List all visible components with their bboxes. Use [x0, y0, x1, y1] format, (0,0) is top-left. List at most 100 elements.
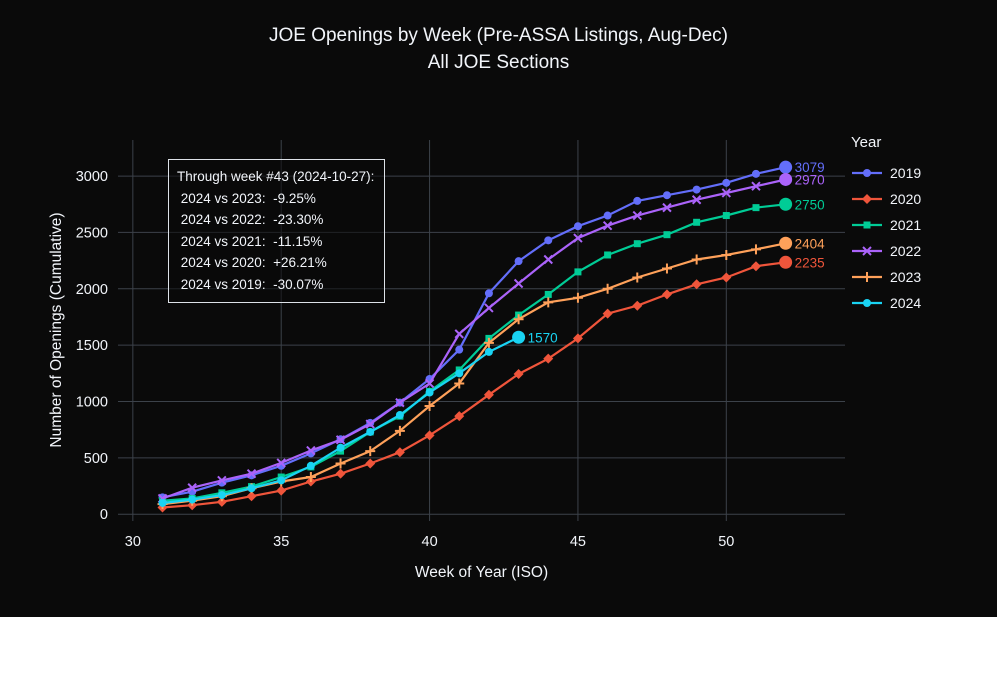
end-label-2023: 2404: [795, 236, 826, 251]
marker-2021: [604, 251, 612, 259]
marker-2020: [513, 369, 524, 380]
marker-2024: [306, 461, 315, 470]
marker-2023: [661, 263, 672, 274]
marker-2024: [395, 411, 404, 420]
legend-label: 2024: [890, 295, 922, 311]
legend-swatch-2024: [852, 299, 882, 307]
y-tick-label: 2000: [76, 282, 108, 298]
end-marker-2021: [779, 197, 793, 211]
series-line-2021: [162, 203, 786, 502]
marker-2021: [722, 212, 730, 220]
marker-2020: [246, 491, 257, 502]
marker-2019: [662, 191, 671, 200]
plot-area[interactable]: 30 35 40 45 50050010001500200025003000307922…: [0, 0, 997, 617]
end-marker-2020: [779, 255, 793, 269]
legend-label: 2021: [890, 217, 922, 233]
marker-2023: [454, 378, 465, 389]
marker-2022: [395, 397, 405, 408]
legend-swatch-2020: [852, 194, 882, 204]
marker-2019: [633, 196, 642, 205]
end-label-2021: 2750: [795, 197, 825, 212]
legend-label: 2020: [890, 191, 922, 207]
y-tick-label: 1500: [76, 338, 108, 354]
marker-2020: [691, 279, 702, 290]
marker-2023: [483, 337, 494, 348]
marker-2020: [365, 458, 376, 469]
legend-label: 2022: [890, 243, 922, 259]
marker-2023: [721, 249, 732, 260]
x-tick-label: 30: [125, 534, 141, 550]
legend-item-2024[interactable]: 2024: [851, 290, 921, 316]
legend-item-2021[interactable]: 2021: [851, 212, 921, 238]
marker-2023: [691, 254, 702, 265]
marker-2020: [572, 333, 583, 344]
legend-marker-2022: [862, 246, 872, 256]
legend-item-2023[interactable]: 2023: [851, 264, 921, 290]
marker-2022: [662, 202, 672, 213]
marker-2019: [544, 236, 553, 245]
marker-2023: [602, 283, 613, 294]
legend: Year 2019 2020 2021 2022 2023 2024: [851, 134, 921, 316]
end-label-2019: 3079: [795, 160, 825, 175]
chart-canvas: 30 35 40 45 50 0 500 1000 1500 2000 2500 3000 3079 22…: [0, 0, 997, 617]
legend-title: Year: [851, 134, 882, 151]
marker-2019: [514, 257, 523, 266]
end-marker-2022: [779, 172, 793, 186]
y-tick-label: 3000: [76, 169, 108, 185]
marker-2020: [424, 430, 435, 441]
legend-marker-2019: [863, 169, 871, 177]
series-line-2022: [162, 178, 786, 500]
end-label-2024: 1570: [528, 330, 558, 345]
end-label-2020: 2235: [795, 255, 825, 270]
y-tick-label: 1000: [76, 395, 108, 411]
marker-2022: [691, 195, 702, 205]
marker-2024: [277, 476, 286, 485]
marker-2019: [722, 178, 731, 187]
marker-2024: [366, 427, 375, 436]
marker-2020: [394, 447, 405, 458]
marker-2023: [572, 292, 583, 303]
legend-marker-2023: [862, 272, 872, 282]
marker-2020: [750, 261, 761, 272]
marker-2020: [216, 496, 227, 507]
legend-label: 2023: [890, 269, 922, 285]
marker-2021: [752, 204, 760, 212]
legend-item-2022[interactable]: 2022: [851, 238, 921, 264]
marker-2023: [365, 446, 376, 457]
x-axis-title: Week of Year (ISO): [414, 564, 549, 581]
annotation-line: Through week #43 (2024-10-27):: [177, 169, 375, 184]
marker-2022: [543, 254, 553, 265]
marker-2019: [484, 289, 493, 298]
legend-swatch-2021: [852, 221, 882, 229]
legend-marker-2021: [863, 221, 871, 229]
legend-swatch-2022: [852, 246, 882, 256]
marker-2019: [751, 169, 760, 178]
y-tick-label: 2500: [76, 225, 108, 241]
marker-2024: [247, 484, 256, 493]
legend-item-2020[interactable]: 2020: [851, 186, 921, 212]
marker-2022: [306, 445, 316, 456]
annotation-line: 2024 vs 2022: -23.30%: [177, 212, 324, 227]
marker-2024: [188, 495, 197, 504]
marker-2020: [661, 289, 672, 300]
annotation-box: Through week #43 (2024-10-27): 2024 vs 2…: [168, 159, 386, 303]
legend-item-2019[interactable]: 2019: [851, 160, 921, 186]
x-tick-label: 50: [718, 534, 734, 550]
series-line-2020: [162, 261, 786, 509]
marker-2022: [484, 303, 494, 313]
y-tick-label: 0: [100, 507, 108, 523]
marker-2023: [750, 244, 761, 255]
marker-2021: [693, 218, 701, 226]
marker-2022: [335, 435, 346, 445]
marker-2020: [602, 308, 613, 319]
end-label-2022: 2970: [795, 172, 825, 187]
chart-title: JOE Openings by Week (Pre-ASSA Listings,…: [268, 25, 728, 46]
marker-2024: [484, 347, 493, 356]
marker-2024: [336, 443, 345, 452]
legend-label: 2019: [890, 165, 922, 181]
marker-2020: [483, 389, 494, 400]
marker-2022: [424, 378, 435, 389]
marker-2020: [335, 468, 346, 479]
marker-2022: [602, 220, 613, 231]
marker-2020: [543, 353, 554, 364]
